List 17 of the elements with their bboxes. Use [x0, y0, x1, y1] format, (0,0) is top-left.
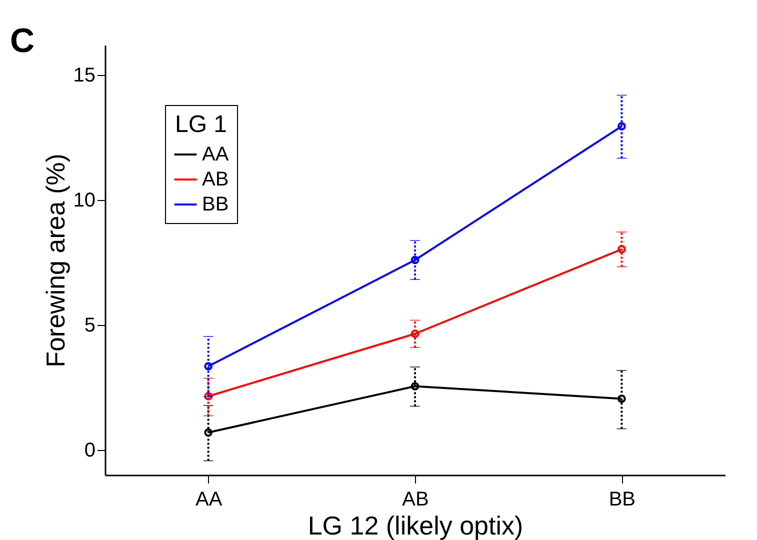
legend-title: LG 1: [174, 111, 228, 138]
legend-label: BB: [202, 194, 229, 216]
text: C: [10, 22, 35, 60]
x-axis-title: LG 12 (likely optix): [308, 510, 524, 540]
point: [410, 330, 420, 338]
legend-label: AB: [202, 168, 229, 190]
y-tick-label: 10: [73, 190, 96, 212]
y-tick-label: 5: [84, 314, 96, 336]
x-tick-label: AA: [195, 488, 223, 510]
x-tick-label: AB: [402, 488, 429, 510]
y-axis-title: Forewing area (%): [40, 154, 70, 368]
x-tick-label: BB: [608, 488, 636, 510]
y-tick-label: 15: [73, 64, 96, 86]
legend-label: AA: [202, 144, 230, 166]
y-tick-label: 0: [84, 440, 96, 462]
point: [410, 256, 420, 264]
point: [410, 382, 420, 390]
